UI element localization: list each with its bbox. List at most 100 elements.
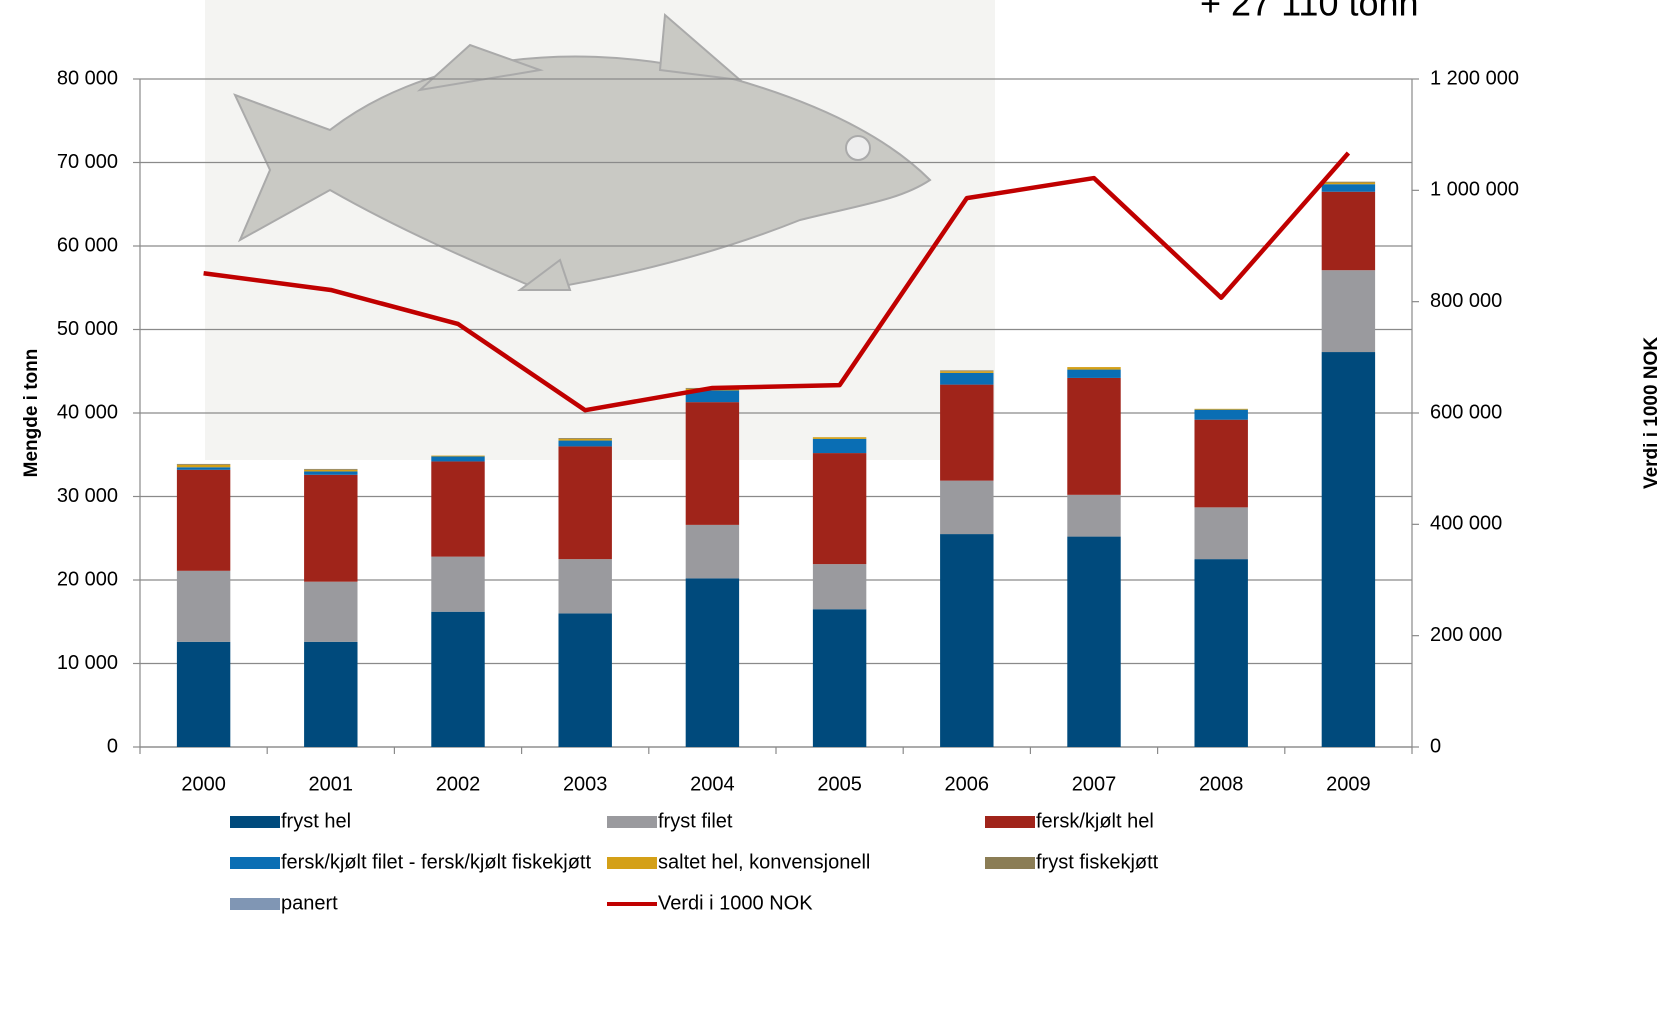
y2-tick-label: 1 000 000 — [1430, 179, 1519, 201]
y-tick-label: 20 000 — [57, 568, 118, 590]
bar-segment — [558, 438, 612, 439]
bar-segment — [304, 581, 358, 642]
x-tick-label: 2005 — [817, 773, 862, 795]
bar-segment — [940, 384, 994, 481]
bar-segment — [558, 559, 612, 614]
bar-segment — [1194, 408, 1248, 410]
bar-segment — [1067, 377, 1121, 495]
bar-segment — [1067, 494, 1121, 537]
bar-segment — [1194, 409, 1248, 420]
legend-label: fryst filet — [658, 810, 733, 832]
bar-segment — [1321, 191, 1376, 271]
bar-segment — [304, 641, 358, 747]
bar-segment — [176, 641, 231, 747]
bar-segment — [1194, 419, 1248, 508]
bar-segment — [940, 372, 994, 385]
x-tick-label: 2000 — [181, 773, 226, 795]
bar-segment — [812, 453, 867, 565]
x-tick-label: 2003 — [563, 773, 608, 795]
bar-segment — [812, 564, 867, 610]
y-tick-label: 10 000 — [57, 652, 118, 674]
bar-segment — [558, 438, 612, 441]
legend-label: saltet hel, konvensjonell — [658, 851, 870, 873]
legend-swatch — [607, 857, 657, 869]
bar-segment — [1067, 536, 1121, 747]
bar-segment — [812, 609, 867, 747]
bar-segment — [1321, 352, 1376, 747]
bar-segment — [940, 371, 994, 373]
annotation: + 27 110 tonn — [1200, 0, 1419, 24]
x-tick-label: 2001 — [309, 773, 354, 795]
bar-segment — [176, 570, 231, 642]
bar-segment — [1321, 270, 1376, 353]
x-tick-label: 2002 — [436, 773, 481, 795]
y-tick-label: 50 000 — [57, 318, 118, 340]
bar-segment — [304, 469, 358, 472]
bar-segment — [685, 524, 740, 579]
bar-segment — [685, 390, 740, 403]
legend-swatch — [230, 898, 280, 910]
bar-segment — [1321, 182, 1376, 185]
bar-segment — [1067, 367, 1121, 370]
bar-segment — [1067, 369, 1121, 378]
bar-segment — [685, 578, 740, 747]
legend-swatch — [985, 857, 1035, 869]
bar-segment — [304, 468, 358, 470]
bar-segment — [1321, 184, 1376, 192]
legend-swatch — [607, 816, 657, 828]
bar-segment — [176, 467, 231, 470]
bar-segment — [812, 438, 867, 454]
y-tick-label: 30 000 — [57, 485, 118, 507]
y-tick-label: 70 000 — [57, 151, 118, 173]
bar-segment — [558, 613, 612, 747]
bar-segment — [304, 474, 358, 582]
bar-segment — [1194, 507, 1248, 560]
bar-segment — [176, 464, 231, 468]
y2-axis-title: Verdi i 1000 NOK — [1641, 337, 1662, 489]
y2-tick-label: 600 000 — [1430, 401, 1502, 423]
y2-tick-label: 200 000 — [1430, 624, 1502, 646]
bar-segment — [176, 469, 231, 571]
bar-segment — [431, 611, 485, 747]
y-tick-label: 40 000 — [57, 401, 118, 423]
y2-tick-label: 1 200 000 — [1430, 67, 1519, 89]
legend-label: fersk/kjølt hel — [1036, 810, 1154, 832]
x-tick-label: 2009 — [1326, 773, 1371, 795]
bar-segment — [685, 402, 740, 525]
bar-segment — [431, 461, 485, 557]
bar-segment — [558, 446, 612, 560]
bar-segment — [812, 437, 867, 439]
legend-label: fryst fiskekjøtt — [1036, 851, 1159, 873]
legend-swatch — [230, 816, 280, 828]
bar-segment — [431, 455, 485, 457]
legend-label: fryst hel — [281, 810, 351, 832]
x-tick-label: 2006 — [945, 773, 990, 795]
bar-segment — [940, 370, 994, 372]
y2-tick-label: 0 — [1430, 735, 1441, 757]
bar-segment — [176, 463, 231, 465]
y-axis-title: Mengde i tonn — [21, 349, 42, 478]
legend-swatch — [985, 816, 1035, 828]
legend-swatch — [230, 857, 280, 869]
y-tick-label: 80 000 — [57, 67, 118, 89]
bar-segment — [431, 556, 485, 612]
bar-segment — [1194, 559, 1248, 747]
bar-segment — [940, 534, 994, 747]
bar-segment — [431, 456, 485, 462]
y2-tick-label: 800 000 — [1430, 290, 1502, 312]
y-tick-label: 60 000 — [57, 234, 118, 256]
bar-segment — [304, 471, 358, 475]
x-tick-label: 2008 — [1199, 773, 1244, 795]
x-tick-label: 2004 — [690, 773, 735, 795]
legend-label: fersk/kjølt filet - fersk/kjølt fiskekjø… — [281, 851, 591, 873]
y2-tick-label: 400 000 — [1430, 513, 1502, 535]
x-tick-label: 2007 — [1072, 773, 1117, 795]
bar-segment — [558, 440, 612, 447]
legend-label: panert — [281, 892, 338, 914]
value-line — [203, 151, 1351, 413]
bar-segment — [940, 480, 994, 535]
y-tick-label: 0 — [107, 735, 118, 757]
legend-label: Verdi i 1000 NOK — [658, 892, 813, 914]
